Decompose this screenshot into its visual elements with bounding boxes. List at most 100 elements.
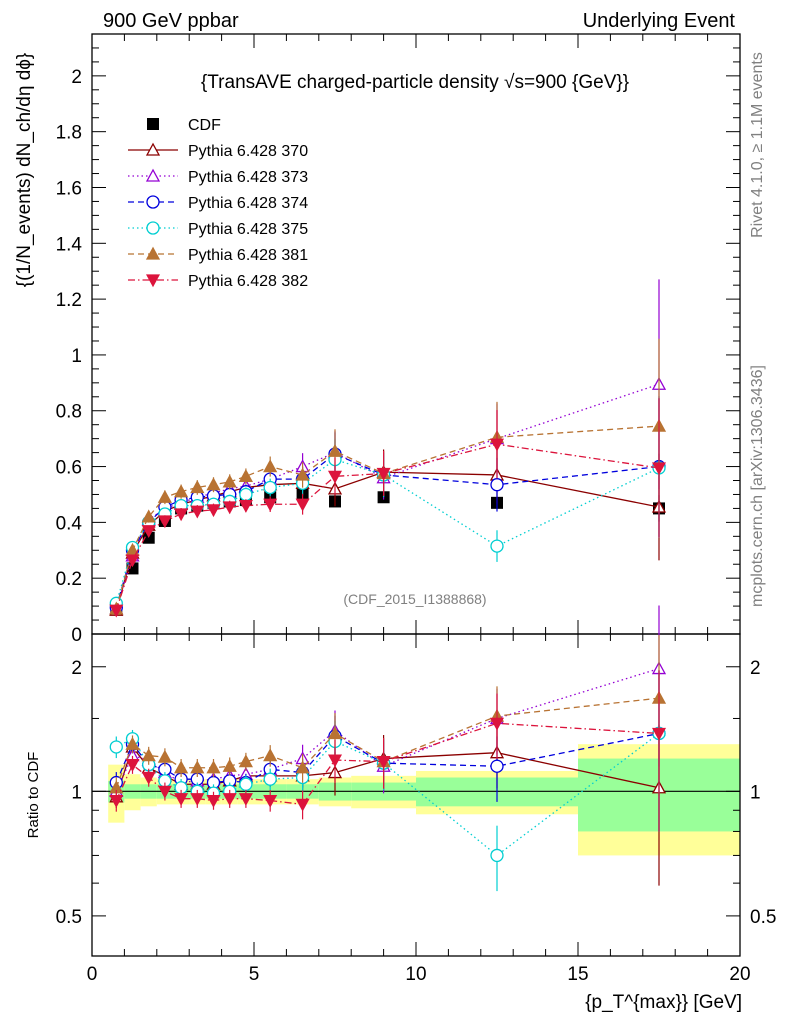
ratio-data-point bbox=[157, 749, 172, 763]
main-data-point bbox=[109, 604, 124, 618]
legend-entry: Pythia 6.428 375 bbox=[128, 221, 308, 238]
main-data-point bbox=[190, 480, 205, 494]
main-y-tick-label: 1 bbox=[71, 346, 82, 367]
ratio-data-point bbox=[109, 794, 124, 808]
ratio-y-tick-label-right: 0.5 bbox=[750, 907, 776, 928]
main-y-axis-label: {(1/N_events) dN_ch/dη dϕ} bbox=[14, 53, 35, 288]
main-data-point bbox=[190, 505, 205, 519]
main-data-point bbox=[651, 462, 667, 476]
ratio-data-point bbox=[238, 754, 253, 768]
legend-marker bbox=[145, 168, 161, 182]
x-tick-label: 15 bbox=[567, 964, 588, 985]
main-data-point bbox=[490, 478, 504, 492]
legend-label: Pythia 6.428 370 bbox=[188, 143, 308, 160]
series-pythia-6-428-382 bbox=[109, 398, 667, 832]
legend-label: Pythia 6.428 373 bbox=[188, 169, 308, 186]
x-tick-label: 0 bbox=[87, 964, 98, 985]
rivet-label: Rivet 4.1.0, ≥ 1.1M events bbox=[749, 52, 766, 238]
main-data-point bbox=[295, 498, 310, 512]
main-data-point bbox=[125, 554, 140, 568]
legend-entry: Pythia 6.428 381 bbox=[128, 246, 308, 264]
ratio-series-line bbox=[116, 732, 660, 857]
main-data-point bbox=[157, 515, 172, 529]
main-y-tick-label: 2 bbox=[71, 67, 82, 88]
ratio-data-point bbox=[222, 793, 237, 806]
ratio-data-point bbox=[125, 736, 140, 750]
ratio-data-point bbox=[174, 793, 189, 806]
ratio-data-point bbox=[157, 785, 172, 799]
series-pythia-6-428-373 bbox=[109, 279, 667, 803]
ratio-y-tick-label-left: 2 bbox=[71, 658, 82, 679]
legend: CDF Pythia 6.428 370 Pythia 6.428 373 Pythi… bbox=[128, 117, 308, 290]
ratio-data-point bbox=[141, 748, 156, 762]
main-data-point bbox=[238, 500, 253, 513]
ratio-data-point bbox=[490, 759, 504, 773]
legend-marker bbox=[145, 142, 161, 156]
legend-marker bbox=[146, 221, 160, 235]
legend-entry: Pythia 6.428 374 bbox=[128, 195, 308, 212]
ratio-data-point bbox=[174, 760, 189, 774]
legend-label: Pythia 6.428 374 bbox=[188, 195, 308, 212]
legend-entry: Pythia 6.428 382 bbox=[128, 273, 308, 290]
ratio-data-point bbox=[206, 760, 221, 774]
legend-marker bbox=[145, 274, 161, 288]
main-y-tick-label: 0 bbox=[71, 625, 82, 646]
main-data-point bbox=[239, 487, 253, 502]
main-data-point bbox=[157, 489, 172, 503]
ratio-data-point bbox=[141, 771, 156, 785]
ratio-data-point bbox=[295, 798, 310, 812]
legend-label: Pythia 6.428 382 bbox=[188, 273, 308, 290]
legend-marker bbox=[146, 195, 160, 209]
main-data-point bbox=[376, 467, 391, 481]
legend-entry: Pythia 6.428 373 bbox=[128, 168, 308, 186]
legend-label: Pythia 6.428 381 bbox=[188, 247, 308, 264]
ratio-data-point bbox=[263, 772, 277, 786]
main-data-point bbox=[327, 443, 343, 457]
main-data-point bbox=[295, 467, 310, 481]
axes: 00.20.40.60.811.21.41.61.820 5 10 15 200.5 0.… bbox=[56, 33, 776, 985]
ratio-data-point bbox=[263, 748, 278, 762]
main-data-point bbox=[490, 539, 504, 553]
main-data-point bbox=[222, 474, 237, 488]
ratio-data-point bbox=[327, 754, 343, 768]
ratio-y-tick-label-right: 2 bbox=[750, 658, 761, 679]
ratio-data-point bbox=[109, 740, 123, 754]
plot-title: {TransAVE charged-particle density √s=90… bbox=[201, 72, 629, 93]
ratio-data-point bbox=[651, 727, 667, 741]
main-y-tick-label: 0.2 bbox=[56, 569, 82, 590]
main-data-point bbox=[222, 501, 237, 515]
main-y-tick-label: 0.6 bbox=[56, 458, 82, 479]
main-data-point bbox=[174, 508, 189, 522]
ratio-data-point bbox=[489, 717, 505, 731]
main-data-point bbox=[206, 504, 221, 518]
ratio-data-point bbox=[238, 793, 253, 806]
ratio-y-axis-label: Ratio to CDF bbox=[25, 752, 42, 839]
x-tick-label: 5 bbox=[249, 964, 260, 985]
main-data-point bbox=[263, 498, 278, 512]
x-tick-label: 10 bbox=[405, 964, 426, 985]
main-data-point bbox=[489, 438, 505, 452]
legend-entry: CDF bbox=[147, 117, 221, 134]
ratio-data-point bbox=[206, 794, 221, 808]
legend-marker bbox=[145, 246, 161, 260]
ratio-y-tick-label-left: 0.5 bbox=[56, 907, 82, 928]
legend-entry: Pythia 6.428 370 bbox=[128, 142, 308, 160]
main-data-point bbox=[238, 468, 253, 482]
mcplots-label: mcplots.cern.ch [arXiv:1306.3436] bbox=[749, 365, 766, 607]
main-data-point bbox=[263, 480, 277, 495]
x-axis-label: {p_T^{max}} [GeV] bbox=[585, 992, 742, 1013]
series-pythia-6-428-381 bbox=[109, 338, 667, 799]
main-data-point bbox=[141, 525, 156, 538]
main-y-tick-label: 1.2 bbox=[56, 290, 82, 311]
ratio-data-point bbox=[295, 760, 310, 774]
ratio-data-point bbox=[327, 726, 343, 740]
ratio-data-point bbox=[239, 777, 253, 791]
main-y-tick-label: 1.8 bbox=[56, 123, 82, 144]
ratio-y-tick-label-left: 1 bbox=[71, 782, 82, 803]
main-data-point bbox=[174, 484, 189, 498]
main-y-tick-label: 1.6 bbox=[56, 178, 82, 199]
main-y-tick-label: 0.8 bbox=[56, 402, 82, 423]
main-y-tick-label: 1.4 bbox=[56, 234, 83, 255]
ratio-data-point bbox=[190, 760, 205, 774]
